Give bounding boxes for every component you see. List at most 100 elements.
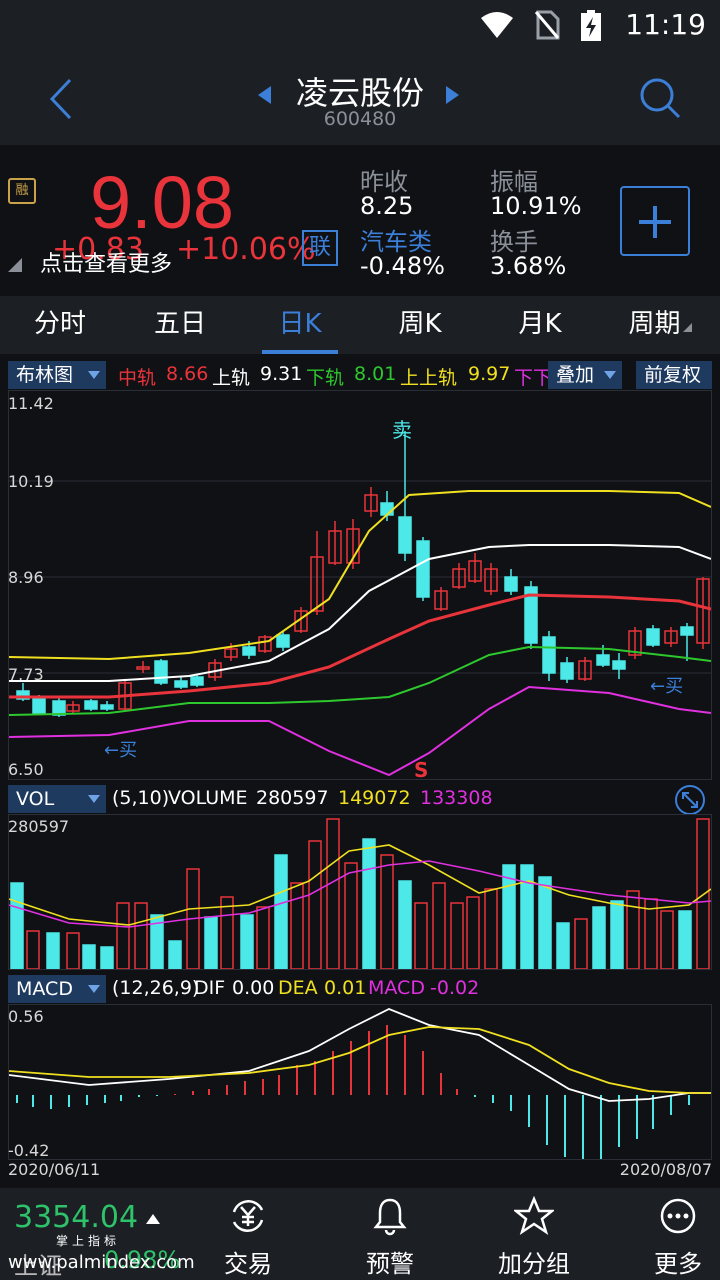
macd-macd-value: -0.02 [430, 977, 480, 999]
candle-body [154, 660, 168, 684]
brand-label: 掌上指标 [56, 1234, 121, 1248]
candle-body [224, 648, 238, 658]
volume-bar [308, 840, 322, 970]
price-change-pct: +10.06% [176, 232, 316, 267]
volume-bar [660, 910, 674, 970]
no-sim-icon [534, 10, 560, 40]
macd-indicator-select[interactable]: MACD [8, 975, 106, 1003]
candle-body [504, 576, 518, 592]
boll-mid-value: 8.66 [166, 363, 209, 385]
candle-body [628, 630, 642, 656]
volume-bar [398, 880, 412, 970]
volume-bar [240, 914, 254, 970]
volume-bar [26, 930, 40, 970]
boll-mid-label: 中轨 [118, 367, 157, 389]
candle-body [174, 680, 188, 688]
tab-monthly-k[interactable]: 月K [518, 309, 562, 339]
candle-body [100, 704, 114, 710]
yuan-cycle-icon [232, 1200, 264, 1232]
volume-bar [610, 900, 624, 970]
candle-body [16, 690, 30, 700]
boll-ll-line [8, 685, 712, 777]
next-stock-icon[interactable] [446, 86, 459, 104]
wifi-icon [481, 12, 513, 38]
candle-body [190, 676, 204, 686]
tab-period[interactable]: 周期 [600, 296, 720, 354]
quote-panel[interactable]: 融 9.08 +0.83 +10.06% 点击查看更多 联 昨收 8.25 振幅… [0, 150, 720, 290]
candle-body [276, 634, 290, 648]
sell-marker: 卖 [392, 418, 412, 442]
candle-body [542, 636, 556, 674]
overlay-select[interactable]: 叠加 [548, 361, 622, 389]
volume-bar [290, 882, 304, 970]
bell-icon [373, 1198, 407, 1236]
tab-daily-k[interactable]: 日K [240, 296, 360, 354]
date-end: 2020/08/07 [619, 1160, 712, 1179]
volume-bar [502, 864, 516, 970]
vol-indicator-select[interactable]: VOL [8, 785, 106, 813]
macd-svg [8, 1008, 711, 1161]
index-value[interactable]: 3354.04 [14, 1200, 139, 1235]
tab-weekly-k[interactable]: 周K [398, 309, 442, 339]
back-arrow-icon[interactable] [42, 74, 82, 124]
adjust-label: 前复权 [644, 364, 702, 386]
view-more-hint[interactable]: 点击查看更多 [40, 252, 173, 277]
macd-macd-label: MACD [368, 977, 425, 999]
status-time: 11:19 [625, 8, 706, 41]
macd-dif-value: 0.00 [232, 977, 275, 999]
add-watchlist-button[interactable] [620, 186, 690, 256]
candle-body [696, 578, 710, 644]
volume-bar [466, 896, 480, 970]
chevron-down-icon [88, 985, 100, 993]
tab-five-day[interactable]: 五日 [153, 309, 206, 339]
candle-body [310, 556, 324, 612]
prev-close-label: 昨收 [360, 168, 408, 196]
volume-bar [66, 932, 80, 970]
main-indicator-select[interactable]: 布林图 [8, 361, 106, 389]
index-name: 上证 [14, 1252, 62, 1280]
linked-stock-button[interactable]: 联 [302, 230, 338, 266]
price-change: +0.83 [52, 232, 144, 267]
candle-body [434, 590, 448, 610]
prev-stock-icon[interactable] [258, 86, 271, 104]
nav-more[interactable]: 更多 [618, 1196, 720, 1279]
stock-code: 600480 [323, 108, 397, 130]
nav-add-group-label: 加分组 [498, 1250, 570, 1278]
macd-chart[interactable] [8, 1004, 712, 1161]
volume-bar [344, 862, 358, 970]
candle-body [294, 610, 308, 632]
kline-chart[interactable] [8, 390, 712, 780]
vol-value: 280597 [256, 787, 329, 809]
volume-chart[interactable] [8, 814, 712, 970]
sector-label[interactable]: 汽车类 [360, 228, 432, 256]
volume-bar [134, 902, 148, 970]
dropdown-corner-icon [682, 323, 692, 332]
adjust-select[interactable]: 前复权 [636, 361, 712, 389]
vol-indicator-row: VOL (5,10) VOLUME 280597 149072 133308 [0, 784, 720, 816]
macd-dif-label: DIF [194, 977, 226, 999]
candle-body [578, 660, 592, 680]
candle-body [328, 530, 342, 564]
boll-uu-value: 9.97 [468, 363, 511, 385]
volume-svg [8, 818, 712, 970]
kline-y-label-top: 11.42 [8, 394, 54, 413]
volume-bar [274, 854, 288, 970]
candle-body [84, 700, 98, 710]
nav-trade[interactable]: 交易 [188, 1196, 308, 1279]
nav-add-group[interactable]: 加分组 [474, 1195, 594, 1279]
tab-intraday[interactable]: 分时 [33, 309, 86, 339]
candle-body [468, 560, 482, 582]
macd-dif-line [8, 1008, 711, 1102]
fullscreen-icon[interactable] [674, 784, 706, 816]
boll-lower-label: 下轨 [306, 367, 345, 389]
margin-badge: 融 [8, 178, 36, 204]
search-icon[interactable] [638, 76, 682, 120]
period-tabs: 分时 五日 日K 周K 月K 周期 [0, 296, 720, 354]
boll-indicator-row: 布林图 中轨 8.66 上轨 9.31 下轨 8.01 上上轨 9.97 下下 … [0, 360, 720, 392]
nav-alert[interactable]: 预警 [330, 1196, 450, 1279]
tab-period-label: 周期 [628, 309, 681, 339]
candle-body [596, 654, 610, 666]
stock-name: 凌云股份 [295, 74, 424, 112]
nav-trade-label: 交易 [224, 1250, 272, 1278]
kline-y-label-2: 10.19 [8, 472, 54, 491]
